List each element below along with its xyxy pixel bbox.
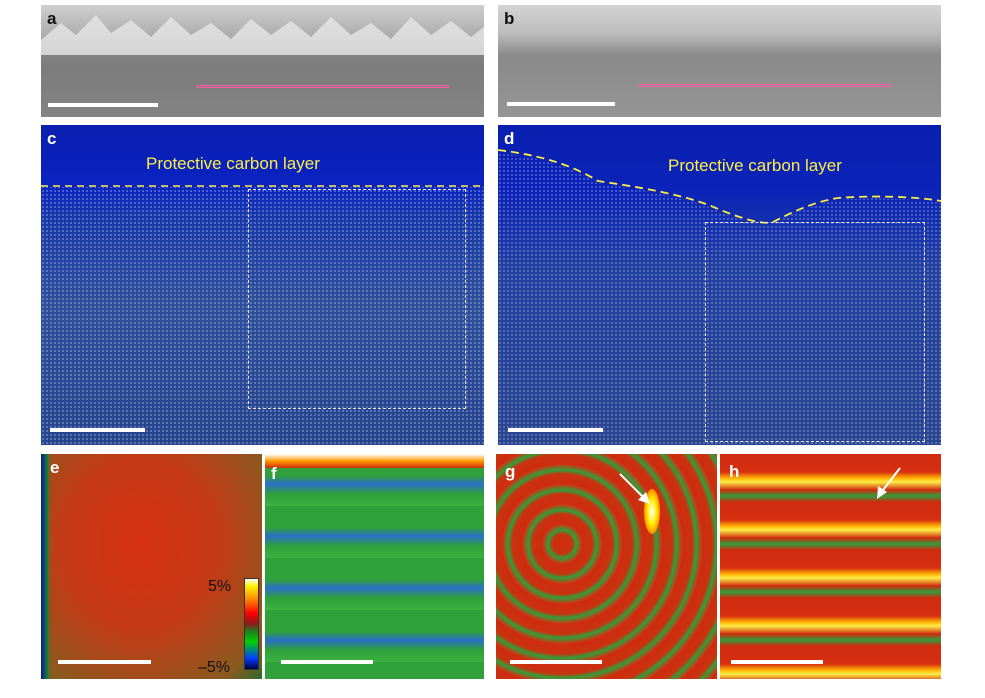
panel-c-scale-bar <box>50 428 145 432</box>
panel-h-arrow-icon <box>877 467 901 499</box>
top-edge-artifact <box>265 454 484 468</box>
panel-b-scale-bar <box>507 102 615 106</box>
panel-b-pink-marker <box>639 84 891 87</box>
strain-colorbar <box>244 578 259 670</box>
panel-b-sem-image: b <box>498 5 941 117</box>
panel-a-scale-bar <box>48 103 158 107</box>
panel-g-strain-map: g <box>496 454 717 679</box>
panel-g-arrow-icon <box>619 473 650 504</box>
panel-a-sem-image: a <box>41 5 484 117</box>
panel-a-label: a <box>47 9 57 28</box>
panel-c-label: c <box>47 129 57 148</box>
panel-f-strain-map: f <box>265 454 484 679</box>
panel-h-strain-map: h <box>720 454 941 679</box>
panel-d-scale-bar <box>508 428 603 432</box>
panel-e-strain-map: e 5% –5% <box>41 454 262 679</box>
panel-c-stem-image: c Protective carbon layer <box>41 125 484 445</box>
atomic-lattice-texture <box>41 185 484 445</box>
panel-f-label: f <box>271 464 277 483</box>
left-edge-artifact <box>41 454 49 679</box>
panel-e-scale-bar <box>58 660 151 664</box>
panel-c-carbon-layer-label: Protective carbon layer <box>146 154 320 173</box>
panel-f-scale-bar <box>281 660 373 664</box>
panel-e-label: e <box>50 458 60 477</box>
panel-d-stem-image: d Protective carbon layer <box>498 125 941 445</box>
panel-d-carbon-layer-label: Protective carbon layer <box>668 156 842 175</box>
panel-h-scale-bar <box>731 660 823 664</box>
panel-g-label: g <box>505 462 516 481</box>
panel-b-label: b <box>504 9 515 28</box>
sem-pyramid-texture <box>41 15 484 117</box>
colorbar-max-label: 5% <box>208 578 232 595</box>
atomic-lattice-texture <box>498 149 941 445</box>
panel-a-pink-marker <box>197 85 449 88</box>
panel-d-label: d <box>504 129 515 148</box>
panel-d-roi-box <box>705 222 925 442</box>
colorbar-min-label: –5% <box>198 659 231 676</box>
panel-h-label: h <box>729 462 740 481</box>
panel-c-roi-box <box>248 189 466 409</box>
panel-g-scale-bar <box>510 660 602 664</box>
